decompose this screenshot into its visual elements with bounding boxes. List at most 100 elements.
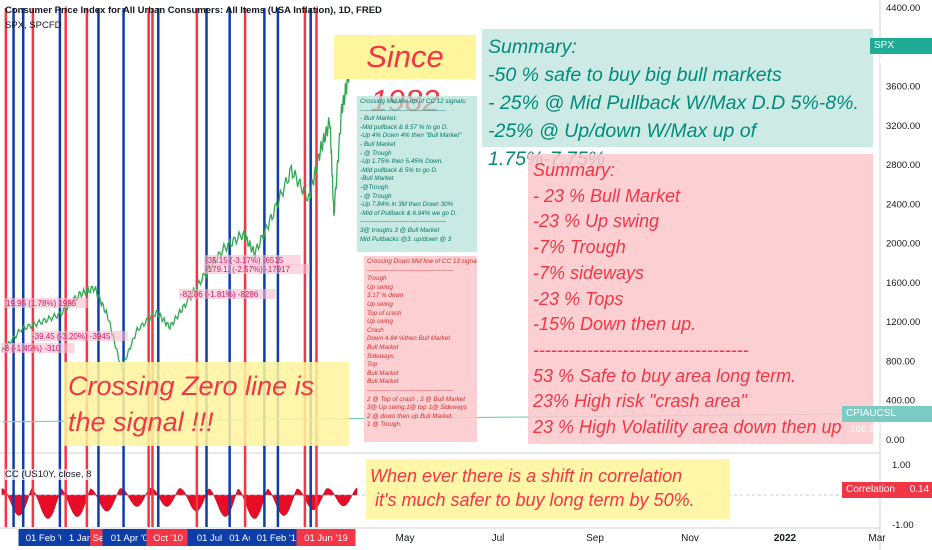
crossing-down-line: 1 @ Trough. [367,421,402,429]
time-tick-label: Sep [586,533,604,544]
crossing-down-line: Bull Market [367,378,399,386]
crossing-down-line: Sideways [367,352,394,360]
crossing-down-line: Bull Market [367,343,399,351]
date-tag-label: 01 Jun '19 [304,533,348,544]
crossing-down-line: 2 @ Top of crash , 3 @ Bull Market [367,395,465,403]
crossing-down-line: Up swing [367,318,393,326]
crossing-zero-line: Crossing Zero line is [68,371,315,401]
time-tick-label: Nov [681,533,699,544]
measure-label-bg [204,264,310,274]
summary-bottom-line: 23% High risk "crash area" [533,391,747,412]
date-tag-label: 1 Jan '06 [69,533,107,544]
crossing-up-line: Mid Pullbacks @3. up/down @ 3 [360,235,452,243]
time-tick-label: Mar [868,533,886,544]
summary-top-line: Summary: [488,36,577,58]
cc-tick-label: -1.00 [892,520,914,531]
crossing-up-line: - Bull Market. [360,115,398,123]
price-tick-label: 2800.00 [886,160,920,171]
summary-bottom-line: 23 % High Volatility area down then up [533,417,842,438]
summary-bottom-line: -7% Trough [533,237,626,258]
price-axis: 4400.00 3600.00 3200.00 2800.00 2400.00 2000.… [886,3,920,446]
correlation-tag: Correlation 0.14 [842,482,932,498]
measure-label: -82.86 (-1.81%) -8286 [180,290,259,299]
date-tag-label: 01 Aug [229,533,259,544]
correlation-line: it's much safer to buy long term by 50%. [370,490,695,510]
measure-label-bg [1,343,75,353]
spx-tag-name: SPX [874,40,895,51]
price-tick-label: 2400.00 [886,199,920,210]
date-tag-bg [249,529,309,546]
crossing-zero-note: Crossing Zero line is the signal !!! [64,362,349,446]
measure-label-bg [204,255,301,265]
time-tick-label: May [396,533,415,544]
crossing-down-line: Bull Market [367,369,399,377]
measure-label: 19.95 (1.78%) 1995 [6,299,77,308]
summary-bottom-line: -15% Down then up. [533,314,697,335]
crossing-up-line: -Mid of Pullback & 6.94% we go D. [360,209,457,217]
crossing-down-line: Trough [367,275,387,283]
summary-bottom-box: Summary: - 23 % Bull Market -23 % Up swi… [528,154,873,444]
crossing-up-line: -Up 4% Down 4% then "Bull Market" [360,132,462,140]
price-tick-label: 3200.00 [886,121,920,132]
crossing-down-line: Top [367,361,378,369]
summary-top-box: Summary: -50 % safe to buy big bull mark… [482,29,873,170]
spx-line [1,71,350,371]
time-tick-label: 2022 [774,533,797,544]
price-tick-label: 1600.00 [886,278,920,289]
crossing-down-line: Up swing [367,283,393,291]
measure-label-bg [5,298,88,308]
crossing-zero-line: the signal !!! [68,407,214,437]
date-tag-label: Sep [93,533,110,544]
crossing-down-line: 3.17 % down [367,292,404,300]
crossing-down-line: 2 @ down then up Bull Market. [367,412,454,420]
since-1982-label: Since 1982 [334,35,476,118]
price-tick-label: 2000.00 [886,239,920,250]
corr-tag-name: Correlation [846,484,895,495]
price-tick-label: 1200.00 [886,317,920,328]
summary-top-line: -50 % safe to buy big bull markets [488,64,782,86]
cc-panel-label: CC (US10Y, close, 8 [5,469,92,480]
measure-label: -39.45 (-3.20%) -3945 [32,332,111,341]
crossing-up-line: -Mid pullback & 5% to go D. [360,166,438,174]
date-tag-bg [296,529,356,546]
cpi-tag-value: 266.83 [850,424,881,435]
crossing-down-line: Crash [367,326,384,334]
crossing-up-line: - Bull Market [360,140,396,148]
crossing-down-line: Down 4.84 %then Bull Market [367,335,450,343]
spx-price-tag: SPX 4019.88 [870,38,932,67]
measure-label: -8 (-1.45%) -310 [2,344,61,353]
crossing-up-line: - @ Trough [360,149,392,157]
spx-tag-value: 4019.88 [874,56,911,67]
price-tick-label: 3600.00 [886,82,920,93]
crossing-up-line: -Bull Market [360,175,394,183]
summary-bottom-line: - 23 % Bull Market [533,185,681,206]
crossing-down-note: Crossing Down Mid line of CC 13 signals:… [364,256,477,442]
crossing-down-line: ----------------------------------------… [367,266,453,274]
summary-bottom-line: Summary: [533,160,616,180]
chart-title: Consumer Price Index for All Urban Consu… [5,5,382,16]
crossing-down-line: 3@ Up swing,1@ top 1@ Sideways [367,404,468,412]
crossing-down-line: ----------------------------------------… [367,386,453,394]
date-tag-bg [146,529,190,546]
summary-bottom-line: ------------------------------------ [533,339,749,360]
crossing-up-line: -Mid pullback & 8.57 % to go D. [360,123,449,131]
corr-tag-value: 0.14 [909,484,930,495]
date-tag-label: Oct '10 [153,533,183,544]
crossing-up-line: - @ Trough [360,192,392,200]
date-tag-label: 01 Feb '17 [257,533,302,544]
date-tag-label: 01 Apr '09 [111,533,154,544]
summary-bottom-line: -7% sideways [533,262,645,283]
measure-label: -179.1. (-2.57%) -17917 [205,265,290,274]
date-tag-label: 01 Jul '13 [197,533,237,544]
price-tick-label: 400.00 [886,396,915,407]
time-tick-label: Jul [492,533,505,544]
price-tick-label: 0.00 [886,435,905,446]
crossing-down-line: Top of crash [367,309,402,317]
summary-bottom-line: -23 % Up swing [533,211,660,232]
crossing-down-line: Crossing Down Mid line of CC 13 signals: [367,258,477,265]
date-tag-label: 01 Feb '04 [26,533,71,544]
price-tick-label: 4400.00 [886,3,920,14]
